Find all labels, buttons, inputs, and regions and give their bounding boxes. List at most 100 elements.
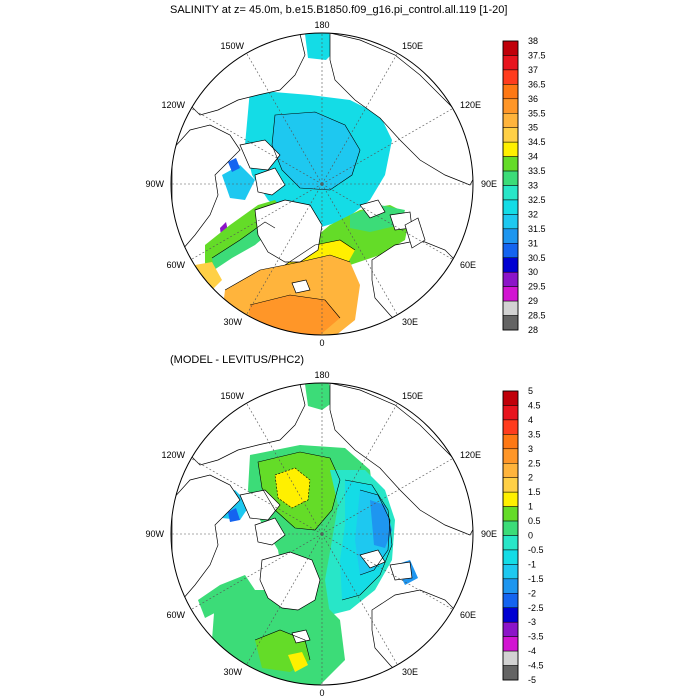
panel2-ocean-fill	[198, 383, 418, 685]
panel2-lon-label: 0	[319, 688, 324, 698]
panel2-colorbar-label: 5	[528, 386, 533, 396]
panel2-lon-label: 150E	[402, 391, 423, 401]
panel1-lon-label: 180	[314, 20, 329, 30]
panel2-colorbar-label: 0	[528, 531, 533, 541]
panel2-colorbar-swatch	[502, 665, 519, 681]
panel2-colorbar-label: 1.5	[528, 487, 541, 497]
panel1-lon-label: 90W	[145, 179, 164, 189]
panel2-colorbar-label: 3.5	[528, 429, 541, 439]
panel1-lon-label: 120W	[161, 100, 185, 110]
panel2-colorbar-label: -3	[528, 617, 536, 627]
panel1-title: SALINITY at z= 45.0m, b.e15.B1850.f09_g1…	[170, 4, 508, 16]
panel2-colorbar-label: 2.5	[528, 458, 541, 468]
panel1-colorbar-label: 36.5	[528, 79, 546, 89]
panel2-map: 180 150E 120E 90E 60E 30E 0 30W 60W 90W …	[145, 370, 543, 698]
panel1-map: 180 150E 120E 90E 60E 30E 0 30W 60W 90W …	[145, 20, 545, 348]
panel1-lon-label: 30W	[223, 317, 242, 327]
panel2-colorbar-label: 2	[528, 473, 533, 483]
panel1-lon-label: 150W	[220, 41, 244, 51]
panel1-colorbar-swatch	[502, 170, 519, 186]
panel1-colorbar-outline	[502, 40, 519, 331]
panel1-colorbar-label: 32	[528, 209, 538, 219]
panel2-colorbar-swatch	[502, 405, 519, 421]
panel1-colorbar-label: 28.5	[528, 311, 546, 321]
panel2-contours	[254, 451, 393, 661]
panel2-colorbar-swatch	[502, 650, 519, 666]
panel1-colorbar-label: 36	[528, 94, 538, 104]
panel2-colorbar-swatch	[502, 463, 519, 478]
panel2-colorbar-swatch	[502, 636, 519, 652]
panel1-colorbar-label: 35.5	[528, 108, 546, 118]
panel2-colorbar-swatch	[502, 448, 519, 464]
panel1-colorbar-swatch	[502, 214, 519, 230]
panel1-colorbar: 38 37.5 37 36.5 36 35.5 35 34.5 34 33.5 33 32.5 32 31…	[502, 36, 546, 335]
panel1-lon-label: 0	[319, 338, 324, 348]
panel1-colorbar-label: 37	[528, 65, 538, 75]
panel1-colorbar-swatch	[502, 315, 519, 331]
panel1-lon-label: 120E	[460, 100, 481, 110]
panel1-colorbar-label: 29.5	[528, 282, 546, 292]
panel2-map-border	[170, 382, 474, 686]
panel2-colorbar-label: -4	[528, 646, 536, 656]
panel1-colorbar-swatch	[502, 185, 519, 201]
panel1-lon-label: 90E	[481, 179, 497, 189]
panel1-colorbar-swatch	[502, 141, 519, 157]
panel2-colorbar-swatch	[502, 491, 519, 507]
panel2-colorbar-swatch	[502, 520, 519, 536]
panel1-colorbar-swatch	[502, 113, 519, 128]
panel1-colorbar-label: 37.5	[528, 50, 546, 60]
panel1-colorbar-swatch	[502, 55, 519, 71]
panel2-lon-label: 30E	[402, 667, 418, 677]
panel1-colorbar-swatch	[502, 257, 519, 273]
panel2-colorbar-swatch	[502, 593, 519, 608]
panel2-colorbar-outline	[502, 390, 519, 681]
panel2-colorbar-label: -1.5	[528, 574, 544, 584]
panel1-colorbar-swatch	[502, 98, 519, 114]
panel1-colorbar-swatch	[502, 286, 519, 302]
panel2-colorbar-swatch	[502, 434, 519, 450]
panel1-colorbar-label: 30	[528, 267, 538, 277]
panel1-colorbar-label: 33	[528, 181, 538, 191]
panel2-colorbar-label: 4	[528, 415, 533, 425]
panel1-colorbar-swatch	[502, 243, 519, 259]
panel2-colorbar-swatch	[502, 578, 519, 594]
panel1-colorbar-label: 30.5	[528, 253, 546, 263]
panel1-colorbar-label: 33.5	[528, 166, 546, 176]
panel2-colorbar-label: 3	[528, 444, 533, 454]
panel1-colorbar-label: 29	[528, 296, 538, 306]
panel1-colorbar-label: 31.5	[528, 224, 546, 234]
panel2-colorbar-swatch	[502, 419, 519, 435]
panel2-colorbar-swatch	[502, 506, 519, 522]
panel1-colorbar-label: 28	[528, 325, 538, 335]
panel1-lon-label: 30E	[402, 317, 418, 327]
panel2-lon-label: 60W	[166, 610, 185, 620]
panel1-lon-label: 60E	[460, 260, 476, 270]
panel1-colorbar-label: 38	[528, 36, 538, 46]
panel2-colorbar-swatch	[502, 535, 519, 551]
panel1-colorbar-label: 31	[528, 238, 538, 248]
panel1-colorbar-swatch	[502, 40, 519, 56]
panel2-colorbar-swatch	[502, 607, 519, 623]
panel2-colorbar-label: -4.5	[528, 661, 544, 671]
panel2-colorbar-label: 4.5	[528, 400, 541, 410]
panel2-colorbar-label: -3.5	[528, 632, 544, 642]
panel2-colorbar-label: -5	[528, 675, 536, 685]
panel1-colorbar-label: 35	[528, 123, 538, 133]
panel1-graticule	[171, 33, 473, 335]
panel2-colorbar-swatch	[502, 477, 519, 493]
panel2-lon-label: 120E	[460, 450, 481, 460]
panel1-lon-label: 60W	[166, 260, 185, 270]
panel2-colorbar-swatch	[502, 549, 519, 565]
panel2-lon-label: 180	[314, 370, 329, 380]
panel2-lon-label: 120W	[161, 450, 185, 460]
panel2-title: (MODEL - LEVITUS/PHC2)	[170, 354, 305, 366]
panel2-lon-label: 150W	[220, 391, 244, 401]
panel2-colorbar-label: 1	[528, 502, 533, 512]
panel1-colorbar-swatch	[502, 271, 519, 287]
panel1-colorbar-label: 34.5	[528, 137, 546, 147]
panel2-colorbar-label: -0.5	[528, 545, 544, 555]
panel2-colorbar-swatch	[502, 390, 519, 406]
panel1-colorbar-swatch	[502, 69, 519, 85]
panel1-land	[171, 33, 473, 331]
